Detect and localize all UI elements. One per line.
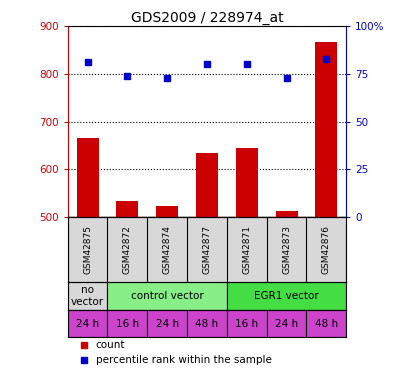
Bar: [156, 207, 178, 217]
Text: percentile rank within the sample: percentile rank within the sample: [96, 355, 271, 365]
Bar: [107, 282, 227, 310]
Text: 24 h: 24 h: [275, 319, 298, 328]
Bar: [267, 310, 306, 338]
Bar: [77, 138, 99, 217]
Text: 48 h: 48 h: [315, 319, 338, 328]
Bar: [147, 310, 187, 338]
Title: GDS2009 / 228974_at: GDS2009 / 228974_at: [131, 11, 283, 25]
Bar: [68, 310, 107, 338]
Text: 24 h: 24 h: [156, 319, 179, 328]
Text: 24 h: 24 h: [76, 319, 99, 328]
Bar: [68, 282, 107, 310]
Bar: [187, 310, 227, 338]
Text: 16 h: 16 h: [235, 319, 258, 328]
Bar: [227, 282, 346, 310]
Text: GSM42871: GSM42871: [242, 225, 251, 274]
Text: control vector: control vector: [131, 291, 203, 301]
Text: GSM42873: GSM42873: [282, 225, 291, 274]
Text: count: count: [96, 340, 125, 350]
Bar: [116, 201, 139, 217]
Text: GSM42872: GSM42872: [123, 225, 132, 274]
Text: GSM42875: GSM42875: [83, 225, 92, 274]
Text: EGR1 vector: EGR1 vector: [254, 291, 319, 301]
Text: GSM42876: GSM42876: [322, 225, 331, 274]
Bar: [107, 310, 147, 338]
Bar: [227, 310, 267, 338]
Text: 48 h: 48 h: [195, 319, 219, 328]
Text: GSM42877: GSM42877: [203, 225, 211, 274]
Text: GSM42874: GSM42874: [163, 225, 172, 274]
Bar: [196, 153, 218, 217]
Bar: [275, 211, 297, 217]
Bar: [315, 42, 337, 217]
Bar: [236, 148, 258, 217]
Text: no
vector: no vector: [71, 285, 104, 307]
Bar: [306, 310, 346, 338]
Text: 16 h: 16 h: [116, 319, 139, 328]
